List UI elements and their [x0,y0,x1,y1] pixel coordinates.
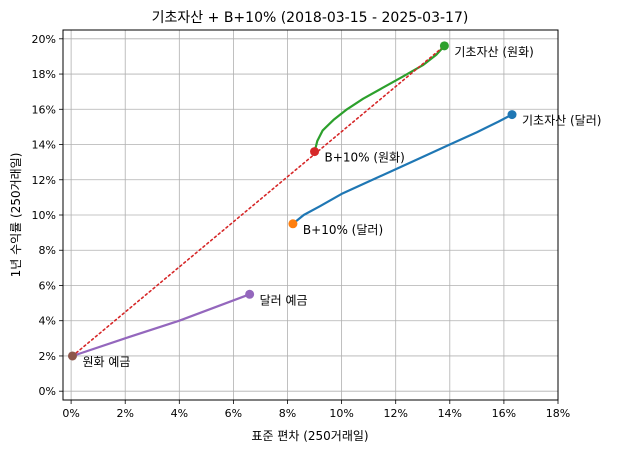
marker-label: 원화 예금 [82,355,130,369]
x-tick-label: 6% [225,407,242,420]
grid [63,30,559,400]
y-axis-ticks: 0% 2% 4% 6% 8% 10% 12% 14% 16% 18% 20% [32,33,63,398]
x-tick-label: 2% [116,407,133,420]
x-tick-label: 18% [546,407,570,420]
y-tick-label: 6% [39,279,56,292]
x-axis-label: 표준 편차 (250거래일) [251,429,368,443]
x-tick-label: 8% [279,407,296,420]
y-tick-label: 2% [39,350,56,363]
marker-point [288,219,298,229]
x-axis-ticks: 0% 2% 4% 6% 8% 10% 12% 14% 16% 18% [62,400,570,420]
markers-group: 기초자산 (원화) 기초자산 (달러) B+10% (원화) B+10% (달러) 달러… [67,41,601,369]
marker-point [439,41,449,51]
x-tick-label: 14% [438,407,462,420]
marker-label: 달러 예금 [260,293,308,307]
x-tick-label: 12% [383,407,407,420]
marker-label: B+10% (달러) [303,223,383,237]
marker-label: 기초자산 (달러) [522,114,601,128]
marker-point [310,147,320,157]
x-tick-label: 0% [62,407,79,420]
series-line-2 [71,293,251,358]
y-tick-label: 20% [32,33,56,46]
y-tick-label: 8% [39,244,56,257]
y-tick-label: 18% [32,68,56,81]
x-tick-label: 16% [492,407,516,420]
series-group [71,44,514,358]
chart-title: 기초자산 + B+10% (2018-03-15 - 2025-03-17) [152,10,469,26]
marker-label: 기초자산 (원화) [454,45,533,59]
y-tick-label: 10% [32,209,56,222]
marker-label: B+10% (원화) [325,151,405,165]
y-tick-label: 16% [32,103,56,116]
y-tick-label: 14% [32,139,56,152]
y-tick-label: 0% [39,385,56,398]
marker-point [245,289,255,299]
series-line-0 [291,113,514,225]
y-axis-label: 1년 수익률 (250거래일) [9,153,23,278]
y-tick-label: 12% [32,174,56,187]
series-line-1 [313,44,446,153]
x-tick-label: 10% [329,407,353,420]
y-tick-label: 4% [39,315,56,328]
marker-point [67,351,77,361]
marker-point [507,110,517,120]
x-tick-label: 4% [171,407,188,420]
series-line-3 [71,45,446,357]
